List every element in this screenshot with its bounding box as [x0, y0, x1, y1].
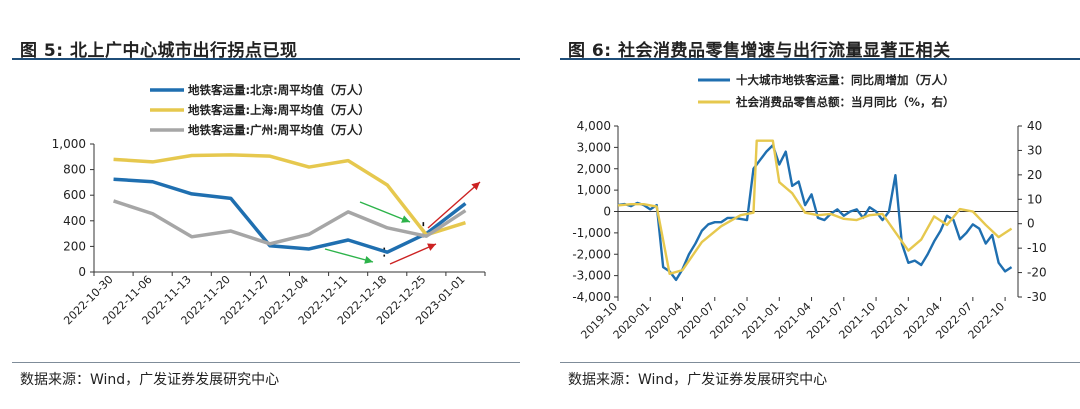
down-arrow-head — [364, 256, 373, 264]
left-chart-panel: 图 5: 北上广中心城市出行拐点已现 0 200 400 600 800 1,000 202… — [0, 0, 520, 409]
title-rule — [560, 58, 1080, 60]
left-tick-label: 4,000 — [577, 119, 611, 133]
retail-vs-metro-chart: -4,000 -3,000 -2,000 -1,000 0 1,000 2,000 3,000… — [572, 73, 1047, 342]
left-tick-label: 3,000 — [577, 140, 611, 154]
series-line — [617, 144, 1013, 282]
left-tick-label: -1,000 — [572, 226, 611, 240]
series-line — [113, 153, 466, 237]
y-tick-label: 1,000 — [52, 137, 86, 151]
right-tick-label: 30 — [1027, 143, 1042, 157]
legend-label: 地铁客运量:广州:周平均值（万人） — [188, 123, 370, 137]
right-tick-label: 40 — [1027, 119, 1042, 133]
y-tick-label: 600 — [63, 188, 86, 202]
legend-label: 十大城市地铁客运量：同比周增加（万人） — [736, 73, 955, 87]
up-arrow-head — [427, 243, 436, 251]
right-tick-label: 20 — [1027, 168, 1042, 182]
down-arrow — [359, 201, 411, 223]
series-line — [113, 177, 467, 254]
down-arrow-head — [401, 215, 410, 223]
metro-ridership-chart: 02004006008001,0002022-10-302022-11-0620… — [52, 83, 486, 327]
up-arrow-head — [471, 182, 480, 191]
legend-label: 地铁客运量:上海:周平均值（万人） — [188, 103, 370, 117]
left-tick-label: 2,000 — [577, 162, 611, 176]
left-tick-label: -3,000 — [572, 269, 611, 283]
y-tick-label: 200 — [63, 239, 86, 253]
source-rule — [560, 362, 1080, 363]
chart-title: 图 6: 社会消费品零售增速与出行流量显著正相关 — [568, 41, 951, 61]
right-chart-panel: 图 6: 社会消费品零售增速与出行流量显著正相关 -4,000 -3,000 -2,… — [548, 0, 1080, 409]
legend-label: 社会消费品零售总额：当月同比（%，右） — [735, 95, 955, 109]
left-tick-label: 0 — [603, 205, 611, 219]
series-line — [113, 199, 467, 246]
right-tick-label: -10 — [1027, 241, 1047, 255]
right-tick-label: 0 — [1027, 217, 1035, 231]
up-arrow — [427, 181, 481, 229]
source-note: 数据来源：Wind，广发证券发展研究中心 — [568, 372, 828, 388]
y-tick-label: 800 — [63, 163, 86, 177]
title-rule — [12, 58, 520, 60]
chart-title: 图 5: 北上广中心城市出行拐点已现 — [20, 41, 298, 61]
right-tick-label: -20 — [1027, 266, 1047, 280]
left-tick-label: -2,000 — [572, 247, 611, 261]
down-arrow — [324, 248, 374, 263]
source-rule — [12, 362, 520, 363]
legend-label: 地铁客运量:北京:周平均值（万人） — [188, 83, 370, 97]
y-tick-label: 400 — [63, 214, 86, 228]
y-tick-label: 0 — [78, 265, 86, 279]
source-note: 数据来源：Wind，广发证券发展研究中心 — [20, 372, 280, 388]
left-tick-label: -4,000 — [572, 290, 611, 304]
left-tick-label: 1,000 — [577, 183, 611, 197]
right-tick-label: 10 — [1027, 192, 1042, 206]
up-arrow — [389, 243, 437, 265]
right-tick-label: -30 — [1027, 290, 1047, 304]
